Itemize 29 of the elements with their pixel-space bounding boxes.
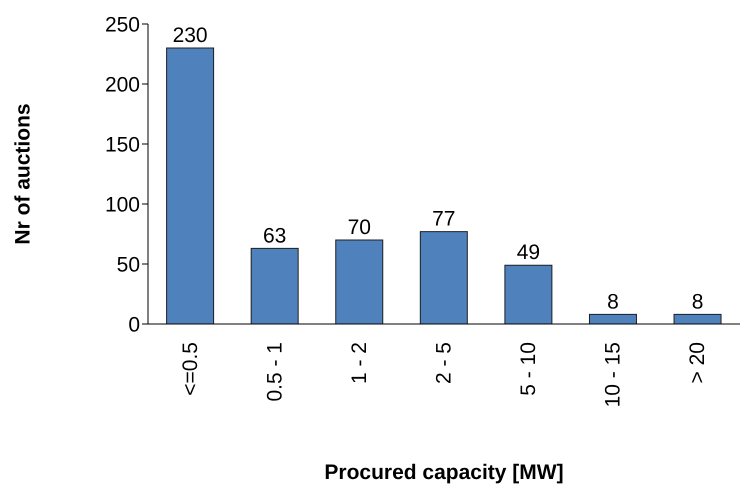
bar: [166, 48, 214, 324]
x-tick-label: <=0.5: [178, 342, 202, 396]
data-label: 63: [262, 224, 286, 248]
y-axis-title: Nr of auctions: [11, 103, 34, 245]
data-label: 49: [516, 241, 540, 264]
y-tick-label: 150: [104, 133, 140, 156]
x-tick-label: 0.5 - 1: [263, 342, 286, 402]
data-label: 70: [348, 216, 371, 239]
y-tick-label: 100: [104, 193, 140, 216]
y-tick-label: 0: [128, 313, 140, 336]
data-label: 77: [432, 208, 456, 231]
bar: [335, 240, 384, 324]
bar: [250, 248, 299, 324]
bar: [504, 264, 552, 324]
data-label: 230: [172, 24, 208, 47]
bar: [674, 314, 722, 324]
bar: [588, 314, 637, 324]
x-tick-label: 5 - 10: [517, 342, 540, 396]
y-tick-label: 200: [104, 73, 140, 96]
bar: [420, 231, 468, 324]
x-tick-label: 10 - 15: [602, 342, 625, 408]
data-label: 8: [692, 290, 704, 314]
y-tick-label: 250: [104, 13, 140, 36]
x-tick-label: > 20: [686, 342, 710, 384]
x-tick-label: 1 - 2: [348, 342, 371, 384]
x-tick-label: 2 - 5: [432, 342, 456, 384]
x-axis-title: Procured capacity [MW]: [324, 461, 564, 484]
data-label: 8: [607, 290, 619, 314]
y-tick-label: 50: [116, 253, 140, 276]
